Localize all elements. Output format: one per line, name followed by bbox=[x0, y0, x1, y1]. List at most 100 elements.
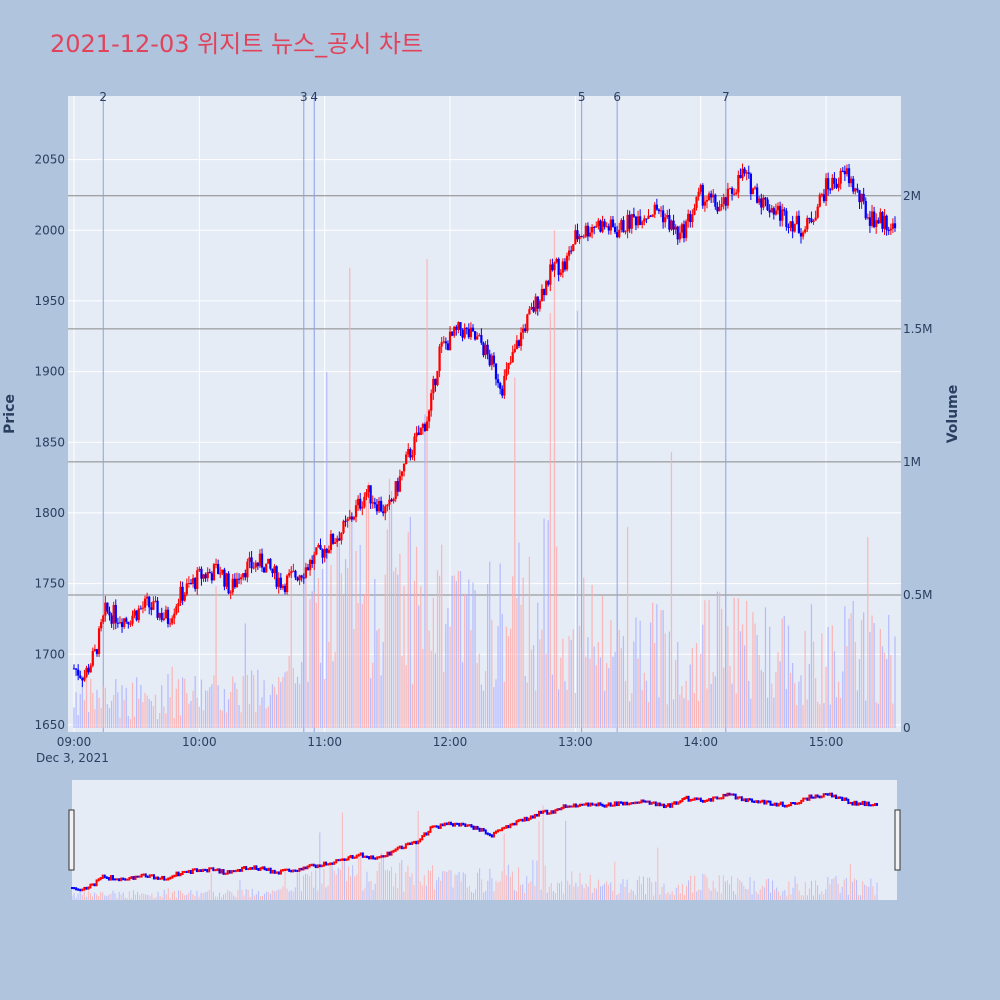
candle-body bbox=[697, 191, 700, 197]
mini-volume-bar bbox=[432, 865, 434, 900]
candle-body bbox=[770, 208, 773, 213]
mini-volume-bar bbox=[833, 878, 835, 900]
mini-volume-bar bbox=[399, 862, 401, 900]
mini-volume-bar bbox=[110, 893, 112, 900]
volume-tick-label: 1.5M bbox=[903, 322, 932, 336]
mini-candle bbox=[372, 855, 375, 860]
mini-volume-bar bbox=[651, 882, 653, 900]
mini-candle bbox=[613, 801, 616, 807]
mini-candle bbox=[806, 797, 809, 801]
mini-candle bbox=[232, 870, 235, 873]
range-slider-handle-left[interactable] bbox=[68, 809, 75, 871]
mini-candle bbox=[429, 826, 432, 833]
candle-body bbox=[578, 236, 581, 240]
mini-volume-bar bbox=[327, 885, 329, 900]
mini-volume-bar bbox=[98, 896, 100, 900]
mini-volume-bar bbox=[700, 890, 702, 900]
volume-bar bbox=[163, 706, 165, 728]
mini-volume-bar bbox=[483, 892, 485, 900]
volume-bar bbox=[457, 570, 460, 728]
price-tick-label: 2000 bbox=[34, 223, 65, 237]
mini-volume-bar bbox=[487, 880, 489, 900]
candle-body bbox=[490, 355, 493, 366]
range-slider-handle-right[interactable] bbox=[894, 809, 901, 871]
mini-candle bbox=[175, 871, 178, 877]
volume-bar bbox=[359, 544, 361, 728]
mini-candle bbox=[628, 802, 631, 806]
candle-body bbox=[743, 168, 746, 174]
candle-body bbox=[645, 218, 648, 220]
mini-candle bbox=[783, 804, 786, 808]
mini-volume-bar bbox=[153, 898, 155, 900]
volume-bar bbox=[221, 710, 223, 728]
candle-body bbox=[373, 502, 376, 505]
candle-body bbox=[870, 211, 874, 226]
candle-body bbox=[221, 569, 224, 574]
volume-bar bbox=[666, 704, 668, 728]
candle-body bbox=[377, 500, 381, 512]
mini-candle bbox=[718, 797, 721, 800]
candle-body bbox=[409, 449, 412, 458]
volume-bar bbox=[777, 652, 779, 728]
candle-body bbox=[766, 199, 769, 211]
mini-volume-bar bbox=[163, 889, 165, 900]
candle-body bbox=[810, 218, 813, 223]
mini-candle bbox=[154, 876, 157, 880]
volume-bar bbox=[188, 703, 190, 728]
mini-candle bbox=[445, 822, 448, 826]
mini-volume-bar bbox=[253, 895, 255, 900]
mini-volume-bar bbox=[712, 880, 714, 900]
mini-candle bbox=[433, 825, 436, 828]
mini-volume-bar bbox=[202, 892, 204, 900]
mini-candle bbox=[173, 874, 176, 878]
mini-volume-bar bbox=[210, 873, 212, 900]
candle-body bbox=[417, 432, 420, 436]
candle-body bbox=[104, 602, 107, 616]
volume-bar bbox=[647, 702, 650, 728]
candle-body bbox=[166, 609, 170, 624]
candle-body bbox=[379, 500, 383, 512]
candle-body bbox=[707, 193, 711, 201]
mini-volume-bar bbox=[407, 865, 409, 900]
volume-bar bbox=[173, 718, 175, 728]
mini-volume-bar bbox=[229, 891, 231, 900]
volume-bar bbox=[344, 559, 347, 728]
volume-bar bbox=[211, 684, 213, 728]
volume-bar bbox=[115, 678, 117, 728]
candle-body bbox=[728, 188, 732, 190]
candle-body bbox=[139, 608, 142, 610]
mini-candle bbox=[742, 798, 745, 802]
volume-bar bbox=[407, 532, 409, 728]
mini-volume-bar bbox=[841, 886, 843, 900]
mini-volume-bar bbox=[624, 886, 626, 900]
mini-volume-bar bbox=[126, 898, 128, 900]
candle-body bbox=[845, 168, 849, 175]
mini-volume-bar bbox=[122, 892, 124, 900]
candle-body bbox=[308, 560, 312, 571]
candle-body bbox=[891, 223, 895, 229]
candle-body bbox=[753, 187, 757, 189]
mini-candle bbox=[531, 815, 534, 819]
volume-bar bbox=[175, 688, 177, 728]
candle-body bbox=[400, 471, 404, 477]
candle-body bbox=[666, 215, 669, 218]
volume-bar bbox=[129, 719, 132, 728]
volume-bar bbox=[113, 694, 115, 728]
mini-candle bbox=[245, 866, 248, 871]
volume-bar bbox=[127, 716, 129, 728]
volume-bar bbox=[430, 650, 432, 728]
candle-body bbox=[538, 301, 541, 309]
mini-candle bbox=[456, 822, 459, 825]
candle-body bbox=[415, 432, 418, 437]
mini-volume-bar bbox=[284, 869, 286, 900]
candle-body bbox=[133, 610, 136, 616]
range-slider-bg[interactable] bbox=[72, 780, 897, 900]
mini-volume-bar bbox=[391, 866, 393, 900]
mini-candle bbox=[734, 793, 737, 800]
volume-bar bbox=[83, 700, 86, 728]
candle-body bbox=[657, 209, 661, 212]
candle-body bbox=[214, 563, 218, 565]
candle-body bbox=[137, 608, 140, 621]
mini-volume-bar bbox=[94, 892, 96, 900]
mini-volume-bar bbox=[663, 883, 665, 900]
